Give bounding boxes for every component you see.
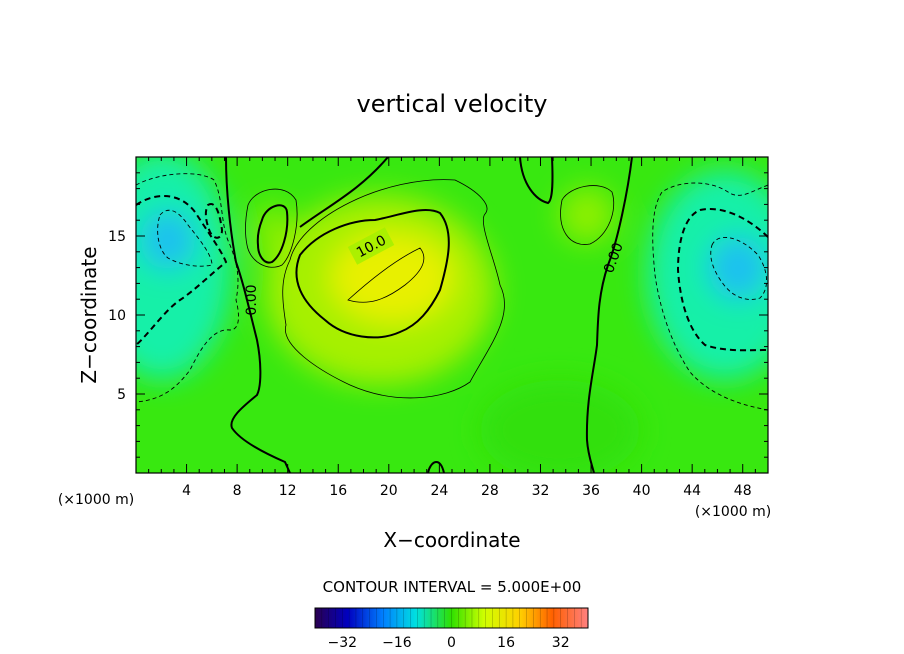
zero-contour-right	[585, 157, 633, 473]
colorbar-tick-label: 32	[552, 635, 570, 651]
axis-ticks	[136, 157, 768, 473]
x-tick-label: 28	[481, 483, 499, 499]
x-unit-label-right: (×1000 m)	[695, 504, 771, 520]
contour-15	[347, 247, 425, 303]
colorbar-tick-labels: −32 −16 0 16 32	[328, 635, 570, 651]
colorbar-tick-label: 16	[497, 635, 515, 651]
contour-neg-5-left	[136, 173, 239, 403]
contour-5-upper-left	[245, 188, 298, 268]
right-cyan-region	[647, 170, 768, 380]
contour-10	[295, 209, 450, 339]
x-tick-label: 36	[582, 483, 600, 499]
upper-middle-max	[559, 187, 615, 243]
x-tick-label: 32	[532, 483, 550, 499]
contour-neg-15-right	[710, 236, 767, 300]
lower-green-band	[480, 380, 640, 473]
heatmap-field	[136, 157, 768, 473]
contour-5-upper-right	[560, 185, 615, 245]
y-tick-label: 5	[117, 387, 126, 403]
colorbar-gradient	[314, 607, 589, 629]
contour-10-small	[256, 204, 289, 264]
y-axis-label: Z−coordinate	[77, 246, 101, 383]
colorbar-tick-label: 0	[447, 635, 456, 651]
contour-lines	[136, 157, 768, 473]
contour-neg-wisp-left	[204, 203, 224, 239]
contour-neg-5-right	[652, 182, 768, 411]
contour-label-halo	[347, 227, 395, 265]
x-tick-label: 16	[329, 483, 347, 499]
colorbar-tick-label: −32	[328, 635, 358, 651]
x-unit-label-left: (×1000 m)	[58, 492, 134, 508]
left-blue-core	[140, 210, 196, 270]
y-tick-label: 15	[108, 229, 126, 245]
x-tick-label: 4	[182, 483, 191, 499]
x-tick-label: 48	[734, 483, 752, 499]
colorbar-stripes	[321, 608, 582, 628]
contour-interval-text: CONTOUR INTERVAL = 5.000E+00	[323, 578, 582, 596]
contour-label-0-left: 0.00	[244, 284, 260, 315]
zero-contour-upper	[299, 157, 389, 228]
x-tick-label: 12	[279, 483, 297, 499]
zero-contour-wisp	[519, 157, 554, 205]
x-axis-label: X−coordinate	[383, 528, 520, 552]
zero-contour-left	[225, 157, 291, 473]
contour-neg-10-left	[136, 194, 228, 346]
y-tick-label: 10	[108, 308, 126, 324]
contour-label-group	[347, 227, 395, 265]
x-tick-label: 20	[380, 483, 398, 499]
zero-contour-small	[427, 461, 445, 473]
contour-5-mid	[282, 179, 505, 399]
colorbar: −32 −16 0 16 32	[314, 607, 589, 651]
contour-neg-15-left	[157, 209, 213, 267]
yellow-core	[330, 233, 454, 323]
x-tick-label: 44	[683, 483, 701, 499]
x-tick-label: 40	[633, 483, 651, 499]
x-tick-label: 24	[430, 483, 448, 499]
contour-neg-10-right	[676, 208, 768, 352]
x-tick-label: 8	[233, 483, 242, 499]
right-blue-core	[708, 236, 768, 300]
colorbar-tick-label: −16	[382, 635, 412, 651]
chart-title: vertical velocity	[357, 90, 548, 118]
